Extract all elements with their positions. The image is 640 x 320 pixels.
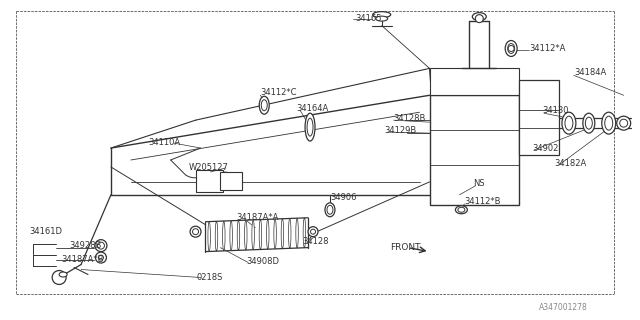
Text: NS: NS bbox=[474, 180, 485, 188]
Circle shape bbox=[308, 227, 318, 237]
Ellipse shape bbox=[230, 221, 232, 251]
Ellipse shape bbox=[456, 206, 467, 214]
Circle shape bbox=[95, 252, 106, 263]
Text: FRONT: FRONT bbox=[390, 243, 420, 252]
Circle shape bbox=[95, 240, 107, 252]
Text: 34182A: 34182A bbox=[554, 159, 586, 169]
Ellipse shape bbox=[261, 100, 268, 111]
Ellipse shape bbox=[458, 207, 465, 212]
Ellipse shape bbox=[259, 96, 269, 114]
Ellipse shape bbox=[223, 221, 225, 251]
Circle shape bbox=[190, 226, 201, 237]
Ellipse shape bbox=[303, 218, 306, 248]
Circle shape bbox=[99, 255, 104, 260]
Ellipse shape bbox=[215, 221, 218, 251]
Text: 0218S: 0218S bbox=[196, 273, 223, 282]
Ellipse shape bbox=[59, 272, 67, 277]
Ellipse shape bbox=[305, 113, 315, 141]
Text: 34164A: 34164A bbox=[296, 104, 328, 113]
Ellipse shape bbox=[274, 219, 276, 249]
Circle shape bbox=[193, 229, 198, 235]
Text: 34112*B: 34112*B bbox=[465, 197, 501, 206]
Circle shape bbox=[310, 229, 316, 234]
Ellipse shape bbox=[296, 218, 298, 248]
Text: 34928B: 34928B bbox=[69, 241, 102, 250]
Ellipse shape bbox=[252, 220, 254, 250]
Ellipse shape bbox=[472, 13, 486, 20]
Circle shape bbox=[52, 270, 66, 284]
Ellipse shape bbox=[307, 118, 313, 136]
Polygon shape bbox=[429, 68, 519, 95]
Ellipse shape bbox=[586, 117, 592, 129]
Bar bbox=[220, 172, 243, 190]
Circle shape bbox=[97, 242, 104, 249]
Text: 34129B: 34129B bbox=[385, 126, 417, 135]
Text: 34165: 34165 bbox=[355, 14, 381, 23]
Ellipse shape bbox=[325, 203, 335, 217]
Ellipse shape bbox=[289, 219, 291, 248]
Text: 34128: 34128 bbox=[302, 237, 328, 246]
Ellipse shape bbox=[259, 220, 262, 250]
Circle shape bbox=[476, 15, 483, 23]
Circle shape bbox=[620, 119, 628, 127]
Text: A347001278: A347001278 bbox=[539, 303, 588, 312]
Text: 34112*A: 34112*A bbox=[529, 44, 566, 53]
Text: 34187A*B: 34187A*B bbox=[61, 255, 104, 264]
Text: 34130: 34130 bbox=[542, 106, 568, 115]
Ellipse shape bbox=[508, 44, 515, 53]
Ellipse shape bbox=[208, 221, 211, 252]
Ellipse shape bbox=[244, 220, 247, 250]
Polygon shape bbox=[429, 95, 519, 205]
Ellipse shape bbox=[583, 113, 595, 133]
Polygon shape bbox=[519, 80, 559, 155]
Ellipse shape bbox=[281, 219, 284, 249]
Text: 34902: 34902 bbox=[532, 144, 559, 153]
Circle shape bbox=[508, 45, 514, 52]
Text: 34908D: 34908D bbox=[246, 257, 279, 266]
Ellipse shape bbox=[505, 41, 517, 56]
Ellipse shape bbox=[327, 205, 333, 214]
Text: 34161D: 34161D bbox=[29, 227, 62, 236]
Ellipse shape bbox=[562, 112, 576, 134]
Bar bbox=[196, 170, 223, 192]
Text: 34906: 34906 bbox=[330, 193, 356, 202]
Ellipse shape bbox=[605, 116, 612, 130]
Text: 34110A: 34110A bbox=[148, 138, 181, 147]
Text: 34187A*A: 34187A*A bbox=[236, 213, 279, 222]
Ellipse shape bbox=[266, 219, 269, 249]
Ellipse shape bbox=[237, 220, 240, 250]
Text: 34112*C: 34112*C bbox=[260, 88, 297, 97]
Ellipse shape bbox=[372, 12, 390, 18]
Text: 34128B: 34128B bbox=[394, 114, 426, 123]
Text: 34184A: 34184A bbox=[574, 68, 606, 77]
Text: W205127: W205127 bbox=[189, 164, 228, 172]
Circle shape bbox=[617, 116, 630, 130]
Ellipse shape bbox=[376, 16, 388, 21]
Ellipse shape bbox=[565, 116, 573, 130]
Ellipse shape bbox=[602, 112, 616, 134]
